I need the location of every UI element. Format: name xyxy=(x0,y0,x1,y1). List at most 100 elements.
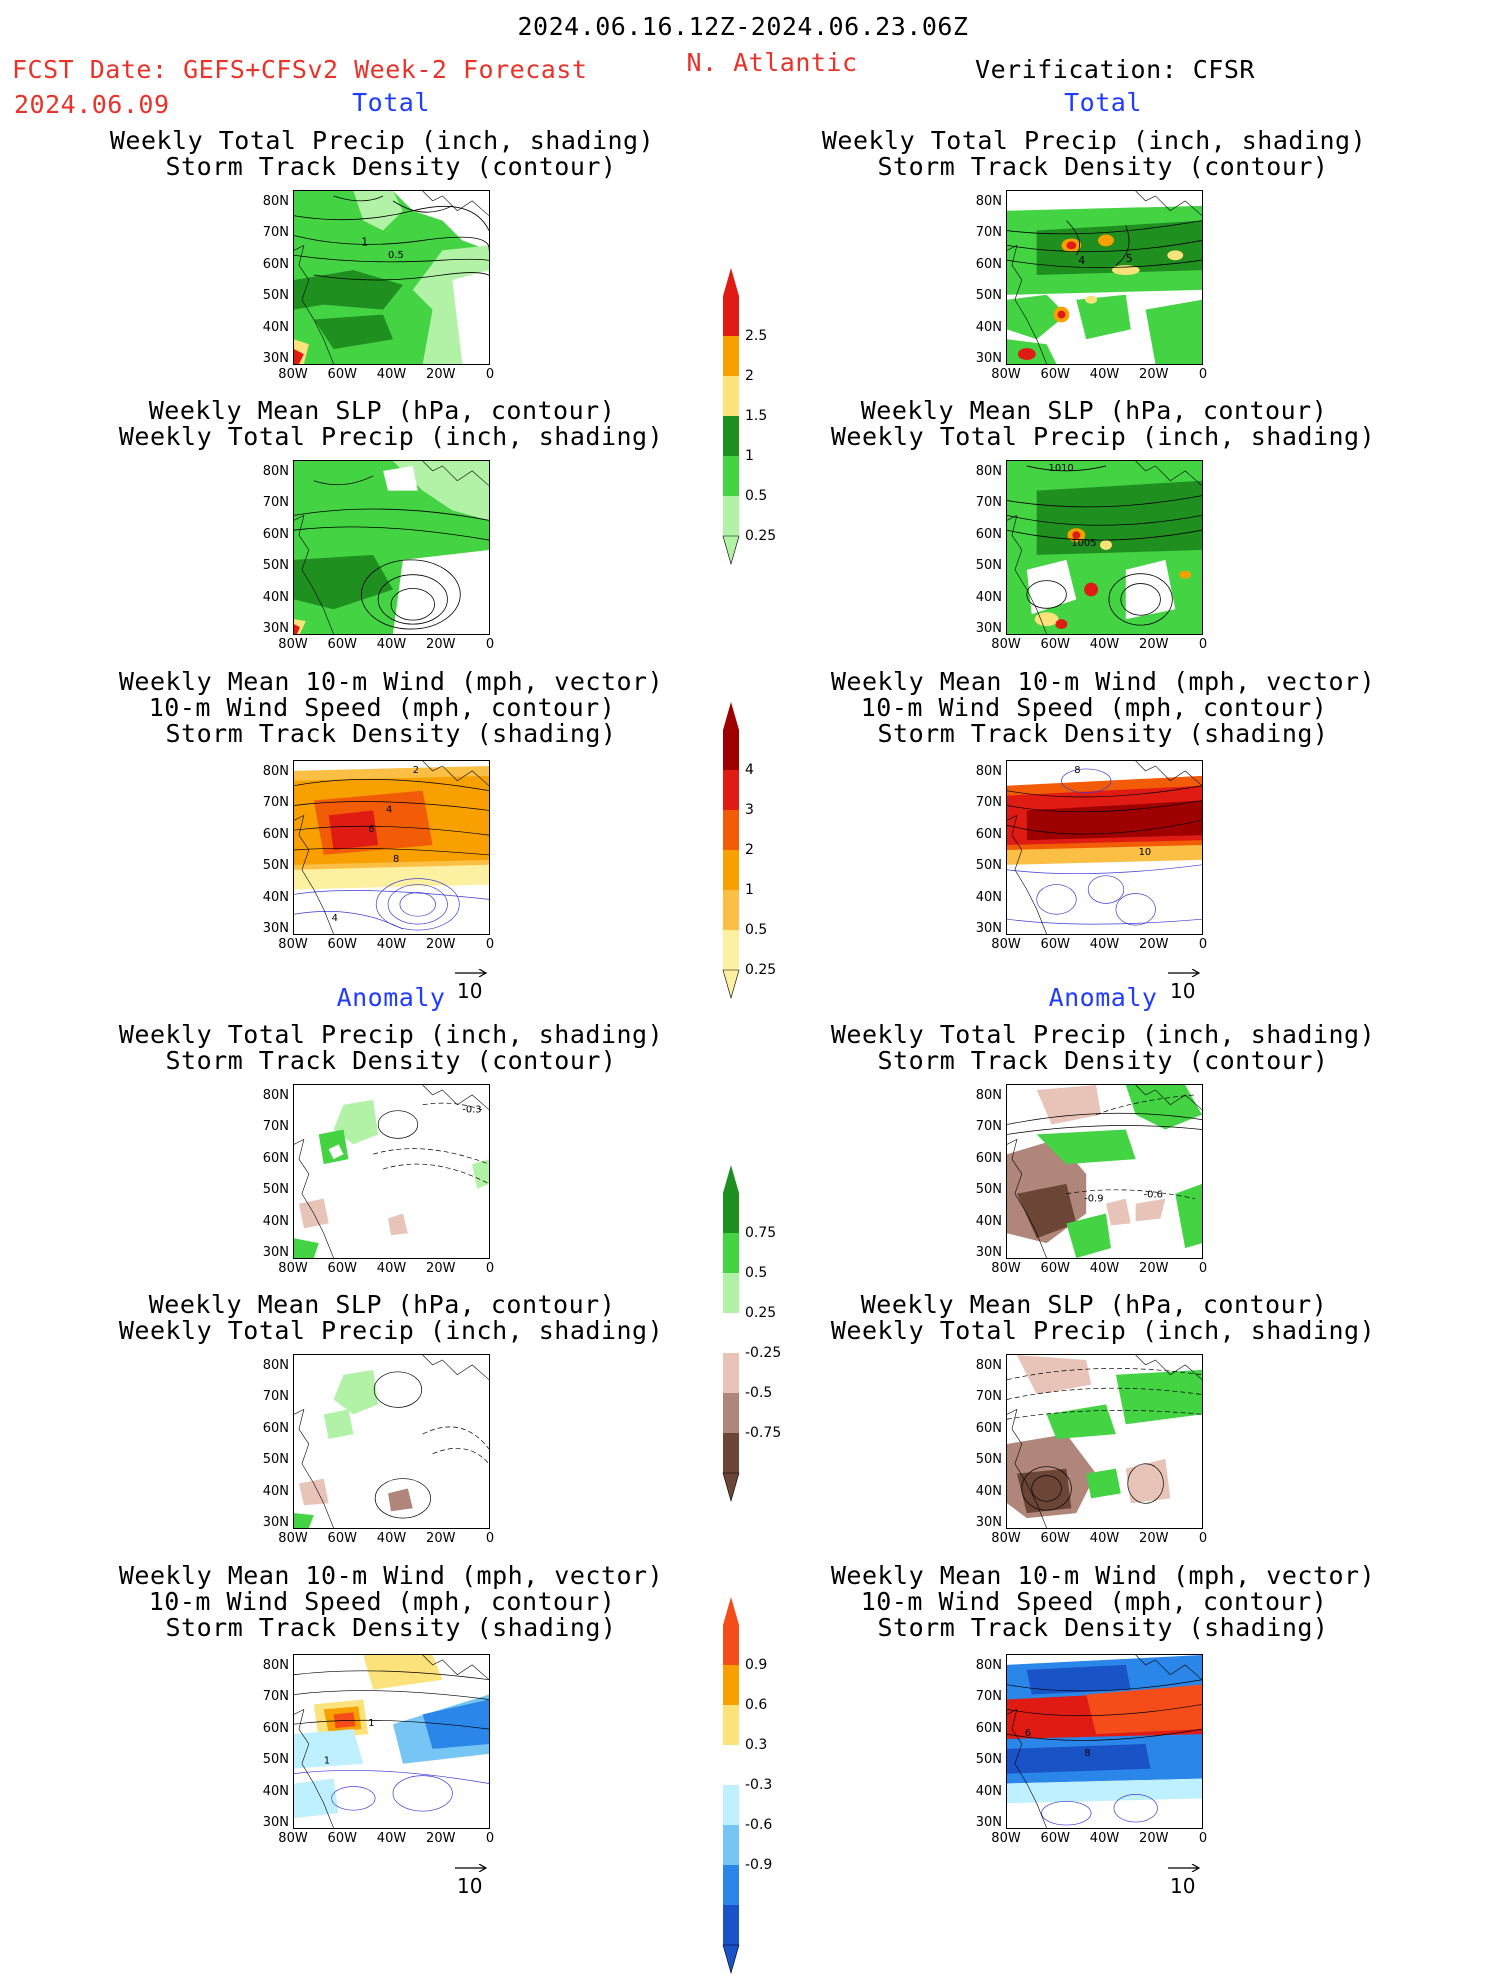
title-verif-anom-slp-1: Weekly Mean SLP (hPa, contour) xyxy=(860,1290,1328,1319)
colorbar-segment xyxy=(723,1625,739,1665)
section-total-left: Total xyxy=(352,88,430,117)
lat-tick-label: 60N xyxy=(975,826,1002,842)
title-fcst-anom-wind-1: Weekly Mean 10-m Wind (mph, vector) xyxy=(118,1561,664,1590)
colorbar-bottom-arrow xyxy=(722,969,740,1000)
colorbar-tick-label: -0.6 xyxy=(745,1817,773,1833)
colorbar-segment xyxy=(723,1865,739,1905)
colorbar-tick-label: 0.75 xyxy=(745,1225,777,1241)
contour-label: 1 xyxy=(361,235,368,248)
colorbar-segment xyxy=(723,456,739,496)
lat-tick-label: 80N xyxy=(975,1088,1002,1103)
lat-tick-label: 30N xyxy=(975,1515,1002,1530)
lon-tick-label: 40W xyxy=(1089,367,1120,382)
lon-tick-label: 0 xyxy=(1198,937,1208,952)
title-verif-anom-wind-1: Weekly Mean 10-m Wind (mph, vector) xyxy=(830,1561,1376,1590)
colorbar-tick-label: -0.75 xyxy=(745,1425,782,1441)
lat-tick-label: 80N xyxy=(975,194,1002,209)
lon-tick-label: 20W xyxy=(1139,367,1169,382)
region-label: N. Atlantic xyxy=(686,48,858,77)
contour-label: 1 xyxy=(368,1718,374,1729)
contour-label: 5 xyxy=(1126,252,1133,265)
lat-tick-label: 30N xyxy=(262,1245,289,1260)
lon-tick-label: 20W xyxy=(1139,937,1169,952)
lat-tick-label: 60N xyxy=(262,1720,289,1736)
colorbar-segment xyxy=(723,1193,739,1233)
lat-tick-label: 50N xyxy=(975,288,1002,304)
colorbar-tick-label: 0.9 xyxy=(745,1657,768,1673)
lat-tick-label: 30N xyxy=(262,921,289,936)
lat-tick-label: 30N xyxy=(975,621,1002,636)
lon-tick-label: 60W xyxy=(327,937,357,952)
lat-tick-label: 30N xyxy=(975,1245,1002,1260)
colorbar-tick-label: 0.5 xyxy=(745,1265,768,1281)
lon-tick-label: 0 xyxy=(485,1261,495,1276)
title-verif-anom-precip-2: Storm Track Density (contour) xyxy=(877,1046,1329,1075)
lat-tick-label: 50N xyxy=(262,1752,289,1768)
contour-label: 1005 xyxy=(1071,538,1096,549)
lat-tick-label: 50N xyxy=(262,1182,289,1198)
lat-tick-label: 70N xyxy=(975,495,1002,511)
lon-tick-label: 80W xyxy=(991,1831,1021,1846)
lat-tick-label: 40N xyxy=(975,319,1002,335)
lon-tick-label: 60W xyxy=(1040,637,1070,652)
colorbar-tick-label: 2.5 xyxy=(745,328,768,344)
colorbar-bottom-arrow xyxy=(722,1944,740,1975)
lon-tick-label: 60W xyxy=(327,1831,357,1846)
colorbar-tick-label: 4 xyxy=(745,762,754,778)
lon-tick-label: 40W xyxy=(376,937,407,952)
lon-tick-label: 80W xyxy=(278,367,308,382)
lat-tick-label: 30N xyxy=(975,1815,1002,1830)
lon-tick-label: 40W xyxy=(1089,637,1120,652)
lon-tick-label: 40W xyxy=(376,1261,407,1276)
fcst-label: FCST Date: GEFS+CFSv2 Week-2 Forecast xyxy=(12,55,588,84)
lon-tick-label: 40W xyxy=(1089,937,1120,952)
title-fcst-total-wind-2: 10-m Wind Speed (mph, contour) xyxy=(148,693,616,722)
contour-label: 4 xyxy=(386,804,392,815)
colorbar-segment xyxy=(723,336,739,376)
lat-tick-label: 40N xyxy=(262,319,289,335)
colorbar-segment xyxy=(723,930,739,970)
colorbar-segment xyxy=(723,1393,739,1433)
date-range-title: 2024.06.16.12Z-2024.06.23.06Z xyxy=(517,12,969,41)
title-verif-total-precip-1: Weekly Total Precip (inch, shading) xyxy=(821,126,1367,155)
lon-tick-label: 80W xyxy=(278,1261,308,1276)
colorbar-tick-label: 2 xyxy=(745,368,754,384)
colorbar-tick-label: 0.25 xyxy=(745,1305,777,1321)
arrow-right-icon xyxy=(455,1864,488,1872)
colorbar-tick-label: 0.5 xyxy=(745,488,768,504)
map-fcst-total-slp xyxy=(293,460,490,635)
lat-tick-label: 30N xyxy=(262,621,289,636)
lat-tick-label: 60N xyxy=(975,1420,1002,1436)
section-total-right: Total xyxy=(1064,88,1142,117)
lat-tick-label: 70N xyxy=(262,495,289,511)
lat-tick-label: 50N xyxy=(975,1752,1002,1768)
lat-tick-label: 40N xyxy=(262,1213,289,1229)
colorbar-segment xyxy=(723,1745,739,1785)
lat-tick-label: 30N xyxy=(262,1815,289,1830)
lat-tick-label: 60N xyxy=(975,1150,1002,1166)
lat-tick-label: 40N xyxy=(975,589,1002,605)
lon-tick-label: 0 xyxy=(1198,367,1208,382)
lat-tick-label: 70N xyxy=(975,1389,1002,1405)
title-fcst-anom-slp-1: Weekly Mean SLP (hPa, contour) xyxy=(148,1290,616,1319)
section-anomaly-right: Anomaly xyxy=(1048,983,1158,1012)
arrow-right-icon xyxy=(455,969,488,977)
lat-tick-label: 50N xyxy=(975,1182,1002,1198)
lat-tick-label: 80N xyxy=(262,764,289,779)
lon-tick-label: 20W xyxy=(426,937,456,952)
lon-tick-label: 20W xyxy=(426,367,456,382)
colorbar-segment xyxy=(723,1705,739,1745)
lat-tick-label: 70N xyxy=(262,225,289,241)
colorbar-segment xyxy=(723,1433,739,1473)
title-fcst-anom-wind-3: Storm Track Density (shading) xyxy=(165,1613,617,1642)
title-fcst-total-wind-1: Weekly Mean 10-m Wind (mph, vector) xyxy=(118,667,664,696)
colorbar-tick-label: 1 xyxy=(745,882,754,898)
lat-tick-label: 70N xyxy=(975,795,1002,811)
colorbar-segment xyxy=(723,1273,739,1313)
lon-tick-label: 40W xyxy=(376,1831,407,1846)
colorbar-tick-label: -0.5 xyxy=(745,1385,773,1401)
lat-tick-label: 60N xyxy=(262,826,289,842)
lat-tick-label: 70N xyxy=(975,1119,1002,1135)
colorbar-top-arrow xyxy=(723,1597,739,1625)
lon-tick-label: 40W xyxy=(376,637,407,652)
